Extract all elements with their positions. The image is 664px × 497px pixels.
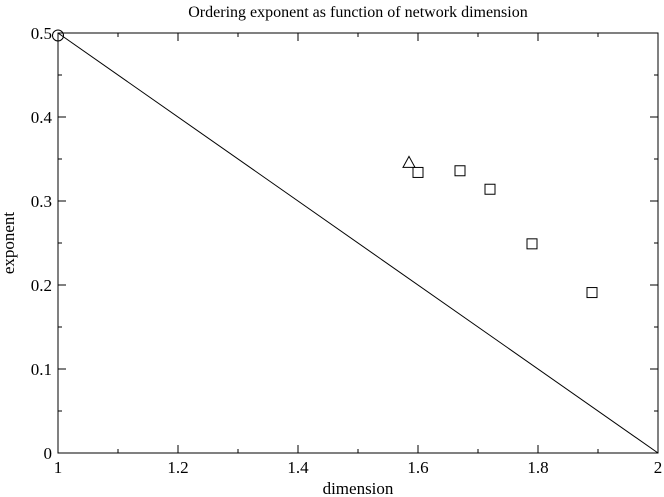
x-tick-label: 1.6 <box>407 458 428 477</box>
data-point-square <box>484 183 496 195</box>
x-tick-label: 2 <box>654 458 663 477</box>
y-axis-label: exponent <box>0 212 18 275</box>
y-tick-label: 0.1 <box>31 360 52 379</box>
chart-title: Ordering exponent as function of network… <box>188 4 527 21</box>
y-tick-label: 0.4 <box>31 108 53 127</box>
data-point-triangle <box>402 155 416 168</box>
y-tick-label: 0 <box>44 444 53 463</box>
data-point-square <box>454 165 466 177</box>
x-axis-label: dimension <box>323 479 394 497</box>
data-point-square <box>526 238 538 250</box>
y-tick-label: 0.3 <box>31 192 52 211</box>
y-axis-ticks: 0 0.1 0.2 0.3 0.4 0.5 <box>31 24 658 463</box>
x-tick-label: 1 <box>54 458 63 477</box>
data-marks <box>52 29 659 454</box>
x-tick-label: 1.4 <box>287 458 309 477</box>
data-point-square <box>586 287 598 299</box>
y-tick-label: 0.2 <box>31 276 52 295</box>
y-tick-label: 0.5 <box>31 24 52 43</box>
data-point-circle <box>52 29 64 42</box>
x-tick-label: 1.2 <box>167 458 188 477</box>
x-axis-ticks: 1 1.2 1.4 1.6 1.8 2 <box>54 33 663 477</box>
reference-line <box>57 32 659 454</box>
data-point-square <box>412 166 424 178</box>
x-tick-label: 1.8 <box>527 458 548 477</box>
